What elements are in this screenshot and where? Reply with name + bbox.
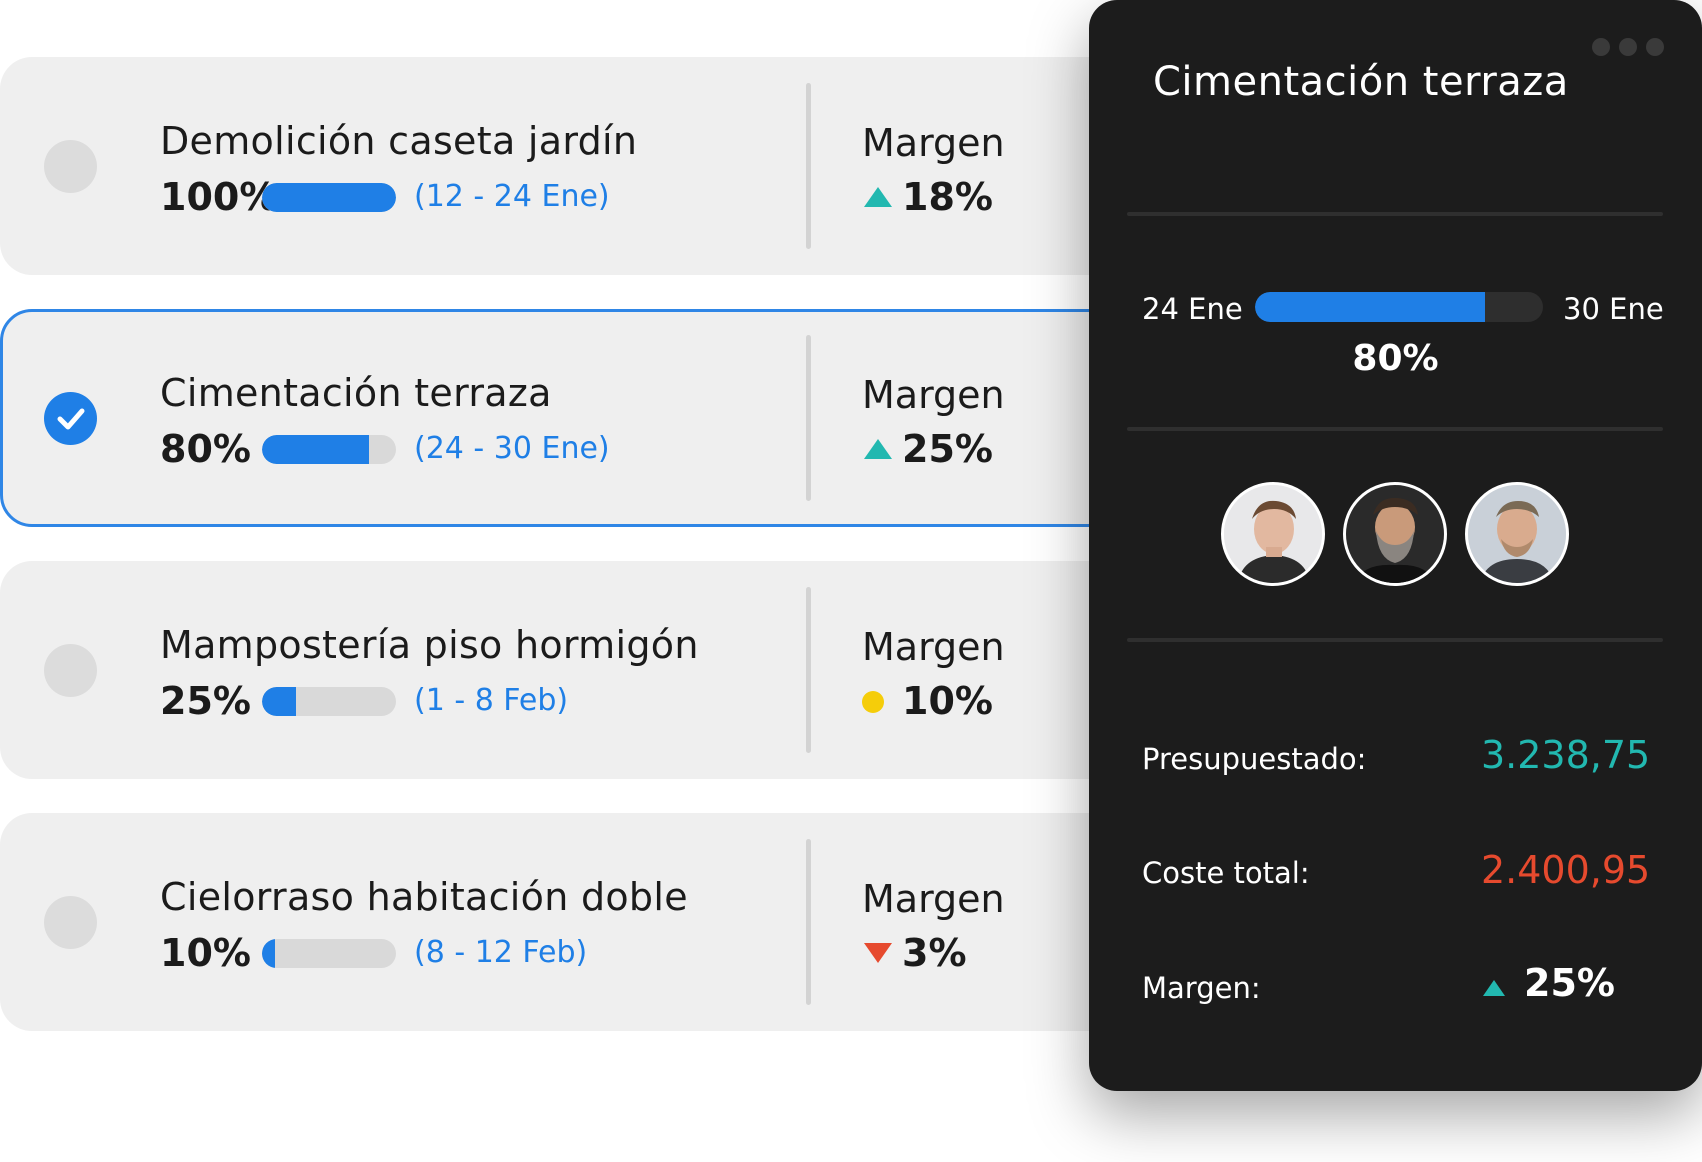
more-options-icon[interactable] — [1592, 38, 1664, 56]
margin-label: Margen — [862, 373, 1005, 417]
task-percent: 100% — [160, 175, 278, 219]
task-title: Mampostería piso hormigón — [160, 623, 699, 667]
margin-value: 10% — [902, 679, 993, 723]
task-progress-fill — [262, 435, 370, 464]
task-detail-panel: Cimentación terraza 24 Ene 30 Ene 80% — [1089, 0, 1702, 1091]
detail-progress-bar — [1255, 292, 1543, 322]
person-avatar-icon — [1346, 485, 1444, 583]
dot — [1646, 38, 1664, 56]
neutral-dot-icon — [862, 691, 884, 713]
person-avatar-icon — [1468, 485, 1566, 583]
task-percent: 10% — [160, 931, 251, 975]
assignees — [1221, 482, 1569, 586]
margin-label: Margen: — [1142, 971, 1261, 1005]
start-date: 24 Ene — [1142, 292, 1243, 326]
detail-progress-fill — [1255, 292, 1486, 322]
task-radio[interactable] — [44, 644, 97, 697]
margin-label: Margen — [862, 625, 1005, 669]
task-dates: (8 - 12 Feb) — [414, 935, 588, 970]
margin-label: Margen — [862, 121, 1005, 165]
person-avatar-icon — [1224, 485, 1322, 583]
panel-divider — [1127, 638, 1663, 642]
margin-value: 25% — [1524, 961, 1615, 1005]
task-title: Cimentación terraza — [160, 371, 552, 415]
panel-divider — [1127, 427, 1663, 431]
panel-title: Cimentación terraza — [1153, 59, 1569, 105]
margin-value: 25% — [902, 427, 993, 471]
avatar[interactable] — [1221, 482, 1325, 586]
task-card-mamposteria[interactable]: Mampostería piso hormigón 25% (1 - 8 Feb… — [0, 561, 1120, 779]
task-progress-bar — [262, 435, 396, 464]
card-divider — [806, 83, 811, 249]
task-radio[interactable] — [44, 140, 97, 193]
task-progress-bar — [262, 687, 396, 716]
task-radio-checked[interactable] — [44, 392, 97, 445]
trend-up-icon — [864, 439, 892, 459]
cost-label: Coste total: — [1142, 856, 1310, 890]
card-divider — [806, 587, 811, 753]
task-title: Cielorraso habitación doble — [160, 875, 688, 919]
trend-down-icon — [864, 943, 892, 963]
task-card-demolicion[interactable]: Demolición caseta jardín 100% (12 - 24 E… — [0, 57, 1120, 275]
budget-value: 3.238,75 — [1481, 733, 1651, 777]
task-title: Demolición caseta jardín — [160, 119, 638, 163]
cost-value: 2.400,95 — [1481, 848, 1651, 892]
margin-label: Margen — [862, 877, 1005, 921]
task-progress-bar — [262, 183, 396, 212]
budget-label: Presupuestado: — [1142, 742, 1367, 776]
task-radio[interactable] — [44, 896, 97, 949]
panel-divider — [1127, 212, 1663, 216]
task-dates: (24 - 30 Ene) — [414, 431, 610, 466]
task-progress-fill — [262, 687, 296, 716]
avatar[interactable] — [1343, 482, 1447, 586]
task-progress-fill — [262, 939, 276, 968]
trend-up-icon — [1483, 980, 1505, 996]
task-card-cimentacion[interactable]: Cimentación terraza 80% (24 - 30 Ene) Ma… — [0, 309, 1120, 527]
detail-progress-percent: 80% — [1352, 338, 1439, 379]
task-dates: (1 - 8 Feb) — [414, 683, 569, 718]
task-percent: 25% — [160, 679, 251, 723]
end-date: 30 Ene — [1563, 292, 1664, 326]
card-divider — [806, 839, 811, 1005]
task-progress-fill — [262, 183, 396, 212]
card-divider — [806, 335, 811, 501]
task-dates: (12 - 24 Ene) — [414, 179, 610, 214]
task-percent: 80% — [160, 427, 251, 471]
margin-value: 3% — [902, 931, 967, 975]
dot — [1592, 38, 1610, 56]
dot — [1619, 38, 1637, 56]
task-progress-bar — [262, 939, 396, 968]
task-card-cielorraso[interactable]: Cielorraso habitación doble 10% (8 - 12 … — [0, 813, 1120, 1031]
avatar[interactable] — [1465, 482, 1569, 586]
margin-value: 18% — [902, 175, 993, 219]
trend-up-icon — [864, 187, 892, 207]
checkmark-icon — [57, 408, 85, 430]
